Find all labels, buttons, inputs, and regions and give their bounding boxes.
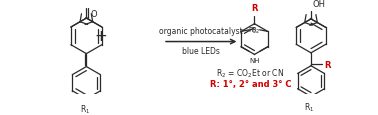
Text: R: 1°, 2° and 3° C: R: 1°, 2° and 3° C [210, 79, 291, 88]
Text: organic photocatalyst: organic photocatalyst [160, 27, 243, 36]
Text: R$_1$: R$_1$ [304, 101, 314, 113]
Text: O: O [90, 10, 97, 19]
Text: OH: OH [313, 0, 325, 9]
Text: R: R [325, 60, 331, 69]
Text: R$_2$: R$_2$ [248, 25, 258, 36]
Text: R$_2$ = CO$_2$Et or CN: R$_2$ = CO$_2$Et or CN [216, 67, 285, 80]
Text: R$_2$: R$_2$ [251, 25, 260, 36]
Text: blue LEDs: blue LEDs [182, 47, 220, 56]
Text: R$_1$: R$_1$ [80, 103, 90, 115]
Text: R: R [251, 4, 258, 13]
Text: NH: NH [249, 57, 260, 63]
Text: +: + [94, 29, 107, 44]
